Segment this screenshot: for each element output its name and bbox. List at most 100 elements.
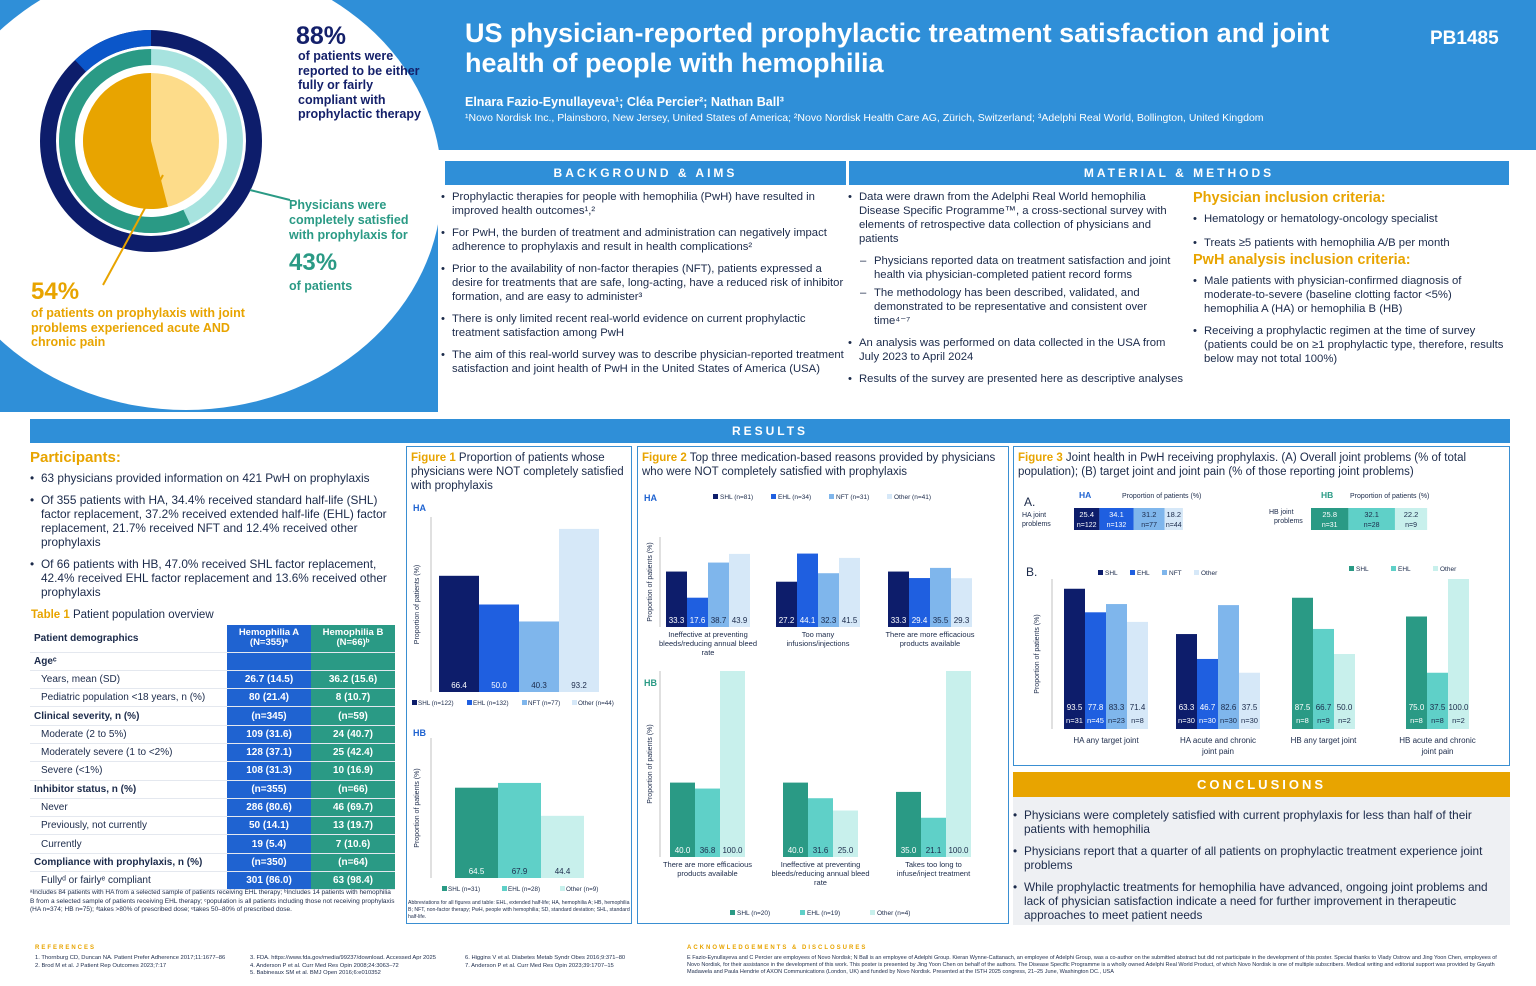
methods-bullet: Results of the survey are presented here…: [848, 372, 1183, 386]
legend-label: EHL: [1137, 570, 1150, 577]
bar: [687, 597, 708, 627]
table-cell-ha: 286 (80.6): [227, 798, 311, 818]
bar-value: 100.0: [1448, 703, 1469, 712]
legend-label: SHL (n=122): [418, 700, 454, 707]
table-cell-hb: 36.2 (15.6): [311, 670, 395, 690]
hero-pct-satisfied: 43%: [289, 249, 338, 276]
bar-value: 33.3: [669, 616, 685, 625]
ring-outer: [40, 30, 262, 252]
legend-swatch: [560, 886, 565, 891]
bar: [1064, 588, 1085, 729]
reference: 3. FDA. https://www.fda.gov/media/99237/…: [250, 955, 436, 961]
criteria-bullet: Male patients with physician-confirmed d…: [1193, 274, 1508, 316]
bar-value: 44.4: [555, 867, 571, 876]
legend-swatch: [502, 886, 507, 891]
category-label: Ineffective at preventing: [668, 630, 748, 639]
legend-label: EHL (n=28): [508, 886, 540, 893]
table-row: Never 286 (80.6) 46 (69.7): [30, 798, 395, 818]
y-axis-label: Proportion of patients (%): [1034, 614, 1041, 693]
bar-value: 35.5: [933, 616, 949, 625]
bar-value: 67.9: [512, 867, 528, 876]
references-col2: 3. FDA. https://www.fda.gov/media/99237/…: [250, 955, 460, 978]
ring-middle: [59, 49, 243, 233]
category-label: There are more efficacious: [663, 860, 752, 869]
category-label: products available: [677, 869, 737, 878]
table-label: Ageᶜ: [30, 652, 227, 671]
legend-label: EHL: [1398, 566, 1411, 573]
authors: Elnara Fazio-Eynullayeva¹; Cléa Percier²…: [465, 95, 784, 109]
methods-bullet: An analysis was performed on data collec…: [848, 336, 1183, 364]
references-col3: 6. Higgins V et al. Diabetes Metab Syndr…: [465, 955, 675, 970]
a-ha-subtitle: Proportion of patients (%): [1122, 493, 1201, 500]
reference: 2. Brod M et al. J Patient Rep Outcomes …: [35, 962, 167, 969]
legend-label: NFT (n=77): [528, 700, 560, 707]
panel-label: HA: [413, 503, 426, 513]
bar-value: 46.7: [1200, 703, 1216, 712]
bar-n: n=30: [1199, 716, 1216, 725]
bar: [439, 575, 479, 692]
category-label: rate: [702, 648, 715, 657]
category-label: joint pain: [1420, 747, 1453, 756]
bar-n: n=44: [1166, 522, 1182, 529]
table-row: Moderate (2 to 5%) 109 (31.6) 24 (40.7): [30, 725, 395, 744]
bar-value: 25.4: [1079, 510, 1094, 519]
legend-label: NFT (n=31): [836, 494, 869, 501]
bar: [559, 528, 599, 692]
bar-n: n=28: [1364, 522, 1380, 529]
legend-swatch: [887, 494, 892, 499]
conclusions-heading: CONCLUSIONS: [1013, 772, 1510, 797]
conclusion-bullet: Physicians were completely satisfied wit…: [1013, 808, 1503, 836]
legend-swatch: [522, 700, 527, 705]
bar: [909, 578, 930, 627]
table-cell-hb: 13 (19.7): [311, 816, 395, 836]
category-label: bleeds/reducing annual bleed: [772, 869, 870, 878]
table-row: Years, mean (SD) 26.7 (14.5) 36.2 (15.6): [30, 670, 395, 690]
bar-value: 29.3: [954, 616, 970, 625]
bar-n: n=30: [1220, 716, 1237, 725]
legend-label: Other (n=9): [566, 886, 598, 893]
category-label: There are more efficacious: [885, 630, 974, 639]
table-row: Severe (<1%) 108 (31.3) 10 (16.9): [30, 761, 395, 781]
y-axis-label: Proportion of patients (%): [647, 542, 654, 621]
table-cell-hb: 24 (40.7): [311, 725, 395, 744]
table-label: Never: [30, 798, 227, 818]
references-col1: 1. Thornburg CD, Duncan NA. Patient Pref…: [35, 955, 245, 970]
bar: [670, 782, 695, 857]
bar: [808, 798, 833, 857]
bar-value: 100.0: [722, 846, 743, 855]
abbreviations: Abbreviations for all figures and table:…: [408, 900, 630, 920]
category-label: HB acute and chronic: [1399, 736, 1476, 745]
methods-list: Data were drawn from the Adelphi Real Wo…: [848, 190, 1183, 394]
table-row: Moderately severe (1 to <2%) 128 (37.1) 25…: [30, 743, 395, 763]
table-row: Previously, not currently 50 (14.1) 13 (19…: [30, 816, 395, 836]
bar: [797, 553, 818, 627]
table-label: Clinical severity, n (%): [30, 706, 227, 726]
table-cell-hb: (n=64): [311, 852, 395, 873]
bar-n: n=77: [1141, 522, 1157, 529]
bar-value: 75.0: [1409, 703, 1425, 712]
table-label: Moderate (2 to 5%): [30, 725, 227, 744]
bar-value: 93.5: [1067, 703, 1083, 712]
bar: [896, 791, 921, 857]
bar: [1313, 628, 1334, 729]
bar: [708, 562, 729, 627]
legend-swatch: [1391, 566, 1396, 571]
bar-value: 41.5: [842, 616, 858, 625]
table-cell-ha: [227, 652, 311, 671]
panel-label: HB: [413, 728, 426, 738]
panel-label: HA: [644, 493, 657, 503]
legend-label: SHL: [1356, 566, 1369, 573]
figure3-chart: A. HA joint problems HA Proportion of patien…: [1022, 490, 1476, 756]
legend-swatch: [1130, 570, 1135, 575]
bar: [839, 557, 860, 627]
legend-label: EHL (n=34): [778, 494, 811, 501]
bar-value: 36.8: [700, 846, 716, 855]
bar-value: 38.7: [711, 616, 727, 625]
legend-label: NFT: [1169, 570, 1182, 577]
legend-label: EHL (n=19): [807, 910, 840, 917]
bar-value: 32.3: [821, 616, 837, 625]
participants-bullet: 63 physicians provided information on 42…: [30, 471, 400, 485]
legend-label: Other: [1440, 566, 1457, 573]
reference: 6. Higgins V et al. Diabetes Metab Syndr…: [465, 955, 626, 961]
criteria-bullet: Treats ≥5 patients with hemophilia A/B p…: [1193, 236, 1508, 250]
